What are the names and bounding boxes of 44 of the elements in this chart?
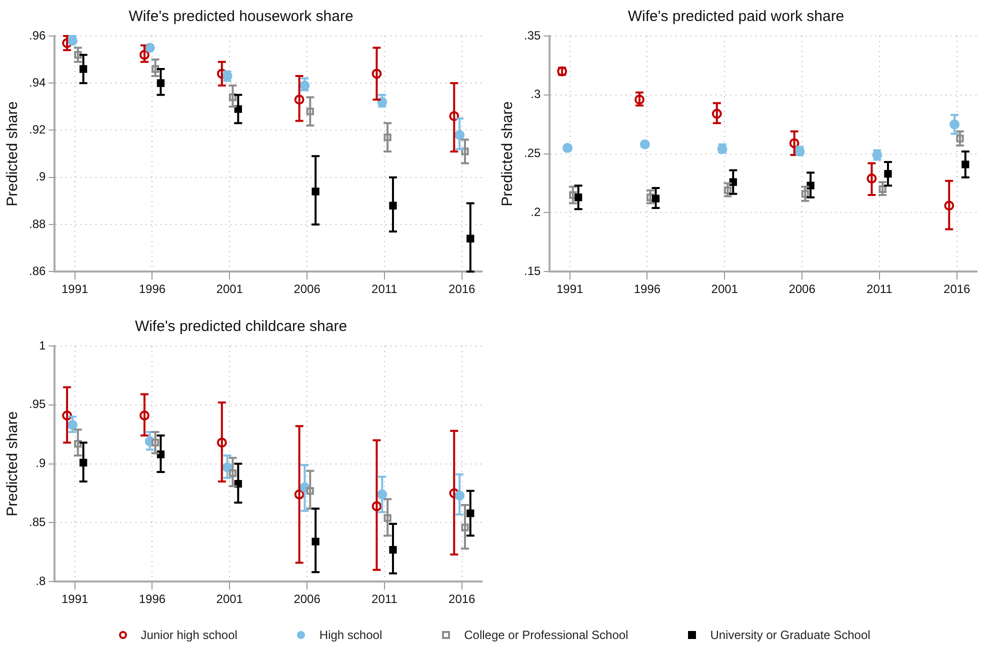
x-tick-label: 2001 — [216, 592, 244, 606]
y-tick-label: .92 — [28, 122, 46, 137]
y-tick-label: .35 — [524, 28, 541, 42]
y-tick-label: .3 — [530, 87, 541, 102]
y-tick-label: .96 — [28, 28, 46, 42]
legend-label: High school — [319, 628, 382, 642]
y-tick-label: .86 — [28, 264, 46, 278]
x-tick-label: 2016 — [448, 282, 476, 296]
x-tick-label: 2001 — [711, 282, 738, 296]
y-tick-label: .25 — [524, 146, 541, 160]
y-tick-label: 1 — [38, 338, 46, 352]
x-tick-label: 2011 — [372, 592, 398, 606]
x-tick-label: 2011 — [372, 282, 398, 296]
y-tick-label: .2 — [530, 205, 541, 220]
y-tick-label: .8 — [36, 574, 46, 588]
x-tick-label: 2016 — [448, 592, 476, 606]
y-tick-label: .85 — [28, 515, 46, 530]
y-tick-label: .94 — [28, 75, 46, 90]
x-tick-label: 1991 — [556, 282, 584, 296]
x-tick-label: 2001 — [216, 282, 244, 296]
x-tick-label: 1991 — [61, 282, 88, 296]
legend-label: College or Professional School — [464, 628, 628, 642]
x-tick-label: 1996 — [138, 282, 166, 296]
x-tick-label: 2011 — [866, 282, 893, 296]
legend-label: University or Graduate School — [710, 628, 870, 642]
x-tick-label: 2006 — [294, 282, 321, 296]
y-tick-label: .88 — [28, 216, 46, 231]
y-axis-title: Predicted share — [499, 101, 516, 206]
x-tick-label: 1991 — [61, 592, 88, 606]
y-tick-label: .9 — [36, 170, 46, 184]
x-tick-label: 2006 — [788, 282, 816, 296]
chart-title: Wife's predicted childcare share — [134, 318, 348, 336]
chart-title: Wife's predicted paid work share — [628, 8, 844, 26]
x-tick-label: 1996 — [634, 282, 661, 296]
legend-label: Junior high school — [140, 628, 238, 642]
y-tick-label: .95 — [28, 397, 46, 412]
x-tick-label: 1996 — [138, 592, 166, 606]
y-axis-title: Predicted share — [4, 101, 22, 206]
x-tick-label: 2016 — [944, 282, 971, 296]
y-tick-label: .15 — [524, 264, 541, 278]
chart-title: Wife's predicted housework share — [128, 8, 354, 26]
x-tick-label: 2006 — [294, 592, 321, 606]
y-tick-label: .9 — [36, 456, 46, 470]
y-axis-title: Predicted share — [4, 411, 22, 516]
